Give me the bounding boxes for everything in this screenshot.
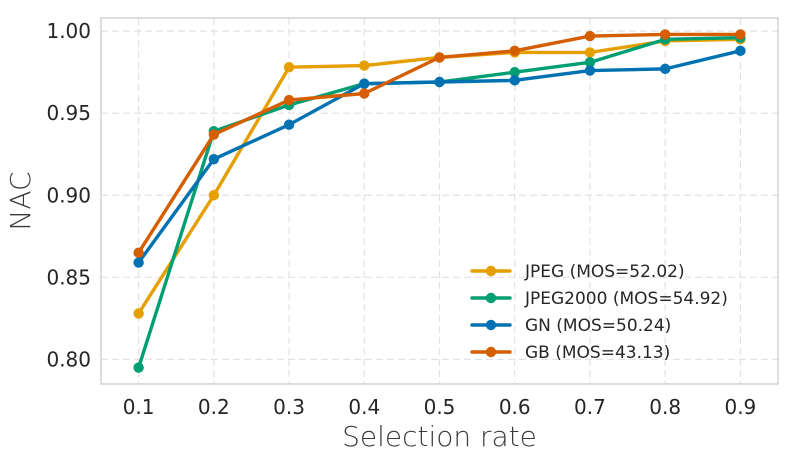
data-point	[509, 45, 520, 57]
data-point	[584, 30, 596, 42]
legend: JPEG (MOS=52.02) JPEG2000 (MOS=54.92) GN (…	[470, 262, 728, 363]
series-gb	[133, 29, 746, 258]
data-point	[133, 247, 144, 258]
legend-swatch-marker	[485, 265, 497, 277]
y-tick-label: 0.95	[46, 101, 91, 125]
x-axis-label: Selection rate	[342, 420, 537, 453]
x-tick-label: 0.4	[348, 395, 380, 419]
x-tick-label: 0.2	[198, 395, 230, 419]
y-tick-label: 1.00	[46, 19, 91, 43]
x-tick-label: 0.8	[649, 395, 681, 419]
legend-item: GN (MOS=50.24)	[470, 316, 671, 336]
data-point	[509, 66, 520, 78]
data-point	[283, 119, 295, 130]
y-tick-label: 0.85	[46, 265, 91, 289]
x-tick-label: 0.5	[424, 395, 456, 419]
legend-swatch-marker	[485, 319, 497, 331]
legend-item: JPEG2000 (MOS=54.92)	[470, 289, 728, 309]
x-tick-label: 0.6	[499, 395, 531, 419]
data-point	[359, 78, 370, 89]
legend-swatch-marker	[485, 346, 497, 358]
x-tick-label: 0.3	[273, 395, 305, 419]
data-point	[133, 308, 144, 319]
data-point	[434, 76, 445, 88]
data-point	[283, 94, 295, 106]
data-point	[659, 63, 671, 75]
data-point	[434, 52, 445, 63]
data-point	[584, 57, 596, 68]
series-gn	[133, 45, 746, 268]
grid	[101, 18, 778, 384]
data-point	[735, 45, 746, 57]
x-tick-label: 0.1	[123, 395, 155, 419]
y-axis-label: NAC	[4, 171, 37, 230]
data-point	[359, 88, 370, 99]
y-tick-label: 0.90	[46, 183, 91, 207]
y-tick-label: 0.80	[46, 347, 91, 371]
plot-area	[100, 17, 779, 385]
y-axis-ticks: 0.80 0.85 0.90 0.95 1.00	[46, 19, 91, 371]
legend-item: GB (MOS=43.13)	[470, 343, 670, 363]
x-tick-label: 0.9	[724, 395, 756, 419]
data-point	[208, 153, 220, 165]
legend-label: JPEG (MOS=52.02)	[524, 262, 685, 282]
data-point	[208, 129, 220, 140]
x-tick-label: 0.7	[574, 395, 606, 419]
data-point	[283, 62, 295, 73]
legend-label: GN (MOS=50.24)	[525, 316, 671, 336]
data-point	[509, 75, 520, 86]
data-point	[359, 60, 370, 71]
legend-label: JPEG2000 (MOS=54.92)	[524, 289, 728, 309]
series-layer	[133, 29, 746, 373]
x-axis-ticks: 0.1 0.2 0.3 0.4 0.5 0.6 0.7 0.8 0.9	[123, 395, 757, 419]
legend-item: JPEG (MOS=52.02)	[470, 262, 685, 282]
legend-label: GB (MOS=43.13)	[525, 343, 670, 363]
data-point	[208, 190, 220, 201]
legend-swatch-marker	[485, 292, 497, 304]
data-point	[133, 257, 144, 268]
data-point	[584, 47, 596, 58]
data-point	[584, 65, 596, 76]
data-point	[659, 29, 671, 40]
data-point	[133, 362, 144, 373]
data-point	[735, 29, 746, 40]
